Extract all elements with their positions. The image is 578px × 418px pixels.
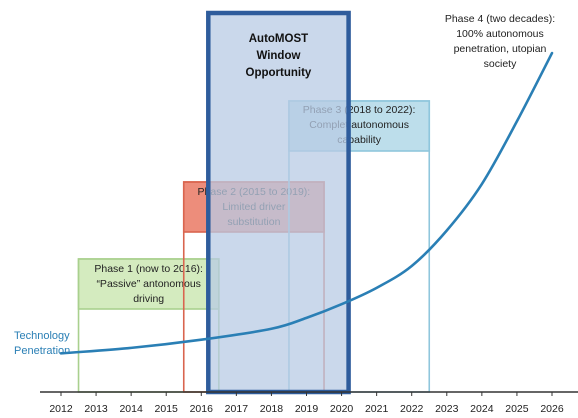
- automost-window-box: [206, 10, 351, 395]
- x-tick-label: 2020: [330, 403, 354, 415]
- x-tick-label: 2026: [540, 403, 564, 415]
- phase-1-label: “Passive” antonomous: [96, 278, 200, 290]
- y-axis-label: Technology Penetration: [14, 330, 70, 357]
- phase-4-label-line: Phase 4 (two decades):: [445, 13, 555, 25]
- x-tick-label: 2023: [435, 403, 459, 415]
- phase-1-label: Phase 1 (now to 2016):: [94, 263, 203, 275]
- phase-4-label-line: 100% autonomous: [456, 28, 544, 40]
- x-tick-label: 2021: [365, 403, 389, 415]
- automost-window-label: Window: [256, 50, 300, 62]
- x-tick-label: 2012: [49, 403, 73, 415]
- x-tick-label: 2013: [84, 403, 108, 415]
- x-tick-label: 2016: [190, 403, 214, 415]
- phase-1-header: [77, 258, 220, 310]
- phase-4-label: Phase 4 (two decades): 100% autonomous pen…: [445, 13, 555, 70]
- automost-window-label: Opportunity: [246, 67, 312, 79]
- x-tick-label: 2015: [155, 403, 179, 415]
- technology-penetration-line: [59, 51, 554, 355]
- phase-box-1: Phase 1 (now to 2016): “Passive” antonomo…: [77, 258, 220, 393]
- x-tick-label: 2017: [225, 403, 249, 415]
- automost-window: AutoMOST Window Opportunity: [206, 10, 351, 395]
- phase-1-label: driving: [133, 293, 164, 305]
- x-tick-label: 2019: [295, 403, 319, 415]
- phase-4-label-line: penetration, utopian: [454, 43, 547, 55]
- x-axis: 2012 2013 2014 2015 2016 2017 2018 2019 2020 2021…: [40, 391, 578, 415]
- y-axis-label-line: Penetration: [14, 345, 70, 357]
- x-tick-label: 2025: [505, 403, 529, 415]
- penetration-series: [59, 51, 554, 355]
- x-tick-label: 2022: [400, 403, 424, 415]
- x-tick-label: 2024: [470, 403, 494, 415]
- automost-window-label: AutoMOST: [249, 33, 308, 45]
- x-tick-label: 2014: [119, 403, 143, 415]
- y-axis-label-line: Technology: [14, 330, 70, 342]
- x-tick-label: 2018: [260, 403, 284, 415]
- phase-4-label-line: society: [484, 58, 517, 70]
